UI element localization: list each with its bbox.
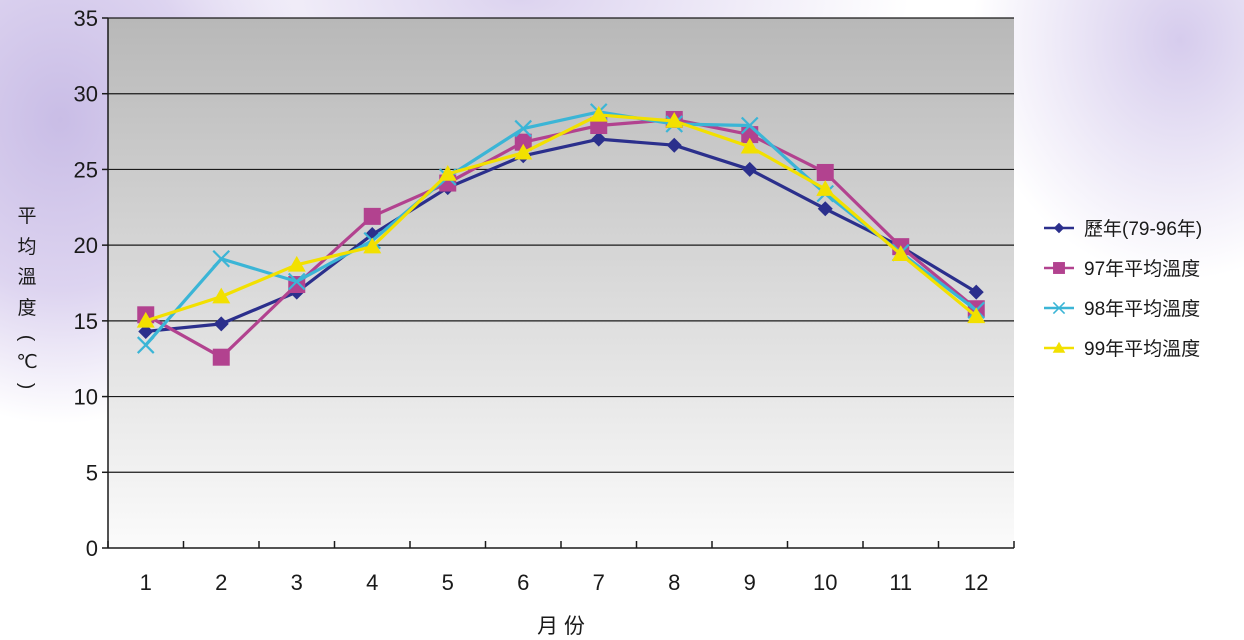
data-point <box>212 348 230 366</box>
y-tick-labels: 0 5 10 15 20 25 30 35 <box>74 6 98 561</box>
data-point <box>665 111 684 128</box>
x-tick-label: 12 <box>964 570 988 595</box>
x-tick-label: 10 <box>813 570 837 595</box>
y-axis-label-char: 平 <box>17 206 36 227</box>
legend-label: 歷年(79-96年) <box>1084 218 1202 240</box>
x-tick-label: 4 <box>366 570 378 595</box>
legend-label: 99年平均溫度 <box>1084 338 1200 360</box>
legend-marker <box>1052 341 1066 353</box>
y-axis-label: 平均溫度 ( ℃) <box>16 206 38 389</box>
legend-item: 97年平均溫度 <box>1044 258 1200 280</box>
data-point <box>816 163 834 181</box>
x-tick-label: 5 <box>442 570 454 595</box>
series-layer <box>136 103 986 366</box>
data-point <box>138 323 154 339</box>
data-point <box>742 161 758 177</box>
legend-item: 98年平均溫度 <box>1044 298 1200 320</box>
y-tick-label: 15 <box>74 309 98 334</box>
y-tick-label: 30 <box>74 82 98 107</box>
data-point <box>740 116 759 135</box>
legend-marker <box>1052 301 1066 315</box>
legend-label: 98年平均溫度 <box>1084 298 1200 320</box>
data-point <box>589 105 608 122</box>
legend-item: 99年平均溫度 <box>1044 338 1200 360</box>
legend-item: 歷年(79-96年) <box>1044 218 1202 240</box>
x-tick-label: 3 <box>291 570 303 595</box>
series-line <box>145 113 978 323</box>
y-axis-label-char: ) <box>16 383 37 389</box>
legend: 歷年(79-96年) 97年平均溫度 98年平均溫度 99年平均溫度 <box>1044 218 1202 360</box>
data-point <box>891 245 910 261</box>
data-point <box>363 207 381 225</box>
data-point <box>666 137 682 153</box>
x-tick-label: 9 <box>744 570 756 595</box>
data-point <box>287 272 306 291</box>
data-point <box>514 119 533 138</box>
data-point <box>363 237 382 254</box>
legend-marker <box>1053 262 1065 274</box>
series-4 <box>136 105 986 328</box>
data-point <box>212 287 231 304</box>
x-axis-label: 月 份 <box>537 615 585 638</box>
legend-label: 97年平均溫度 <box>1084 258 1200 280</box>
y-tick-label: 35 <box>74 6 98 31</box>
data-point <box>817 201 833 217</box>
data-point <box>212 249 231 268</box>
y-tick-label: 20 <box>74 233 98 258</box>
data-point <box>967 307 986 324</box>
y-tick-label: 5 <box>86 460 98 485</box>
data-point <box>591 131 607 147</box>
x-tick-label: 7 <box>593 570 605 595</box>
y-tick-label: 25 <box>74 157 98 182</box>
data-point <box>213 316 229 332</box>
legend-marker <box>1053 222 1065 234</box>
y-axis-label-char: 度 <box>17 297 36 319</box>
data-point <box>816 180 835 196</box>
data-point <box>968 284 984 300</box>
x-tick-label: 6 <box>517 570 529 595</box>
data-point <box>514 143 533 160</box>
x-tick-label: 11 <box>889 570 912 595</box>
y-axis-label-char: ( <box>16 335 37 342</box>
plot-area <box>108 18 1014 548</box>
data-point <box>136 336 155 354</box>
y-axis-label-char: ℃ <box>16 352 37 373</box>
axes <box>102 17 1015 549</box>
data-point <box>740 137 759 154</box>
y-tick-label: 10 <box>74 385 98 410</box>
data-point <box>287 255 306 272</box>
x-tick-label: 2 <box>215 570 227 595</box>
gridlines <box>108 17 1014 473</box>
data-point <box>438 164 457 181</box>
x-tick-label: 1 <box>140 570 152 595</box>
data-point <box>514 133 532 151</box>
x-tick-label: 8 <box>668 570 680 595</box>
x-tick-labels: 1 2 3 4 5 6 7 8 9 10 11 12 <box>140 570 989 595</box>
y-axis-label-char: 均 <box>17 236 36 258</box>
y-tick-label: 0 <box>86 536 98 561</box>
y-axis-label-char: 溫 <box>17 266 36 288</box>
series-line <box>144 110 978 347</box>
data-point <box>136 311 155 328</box>
